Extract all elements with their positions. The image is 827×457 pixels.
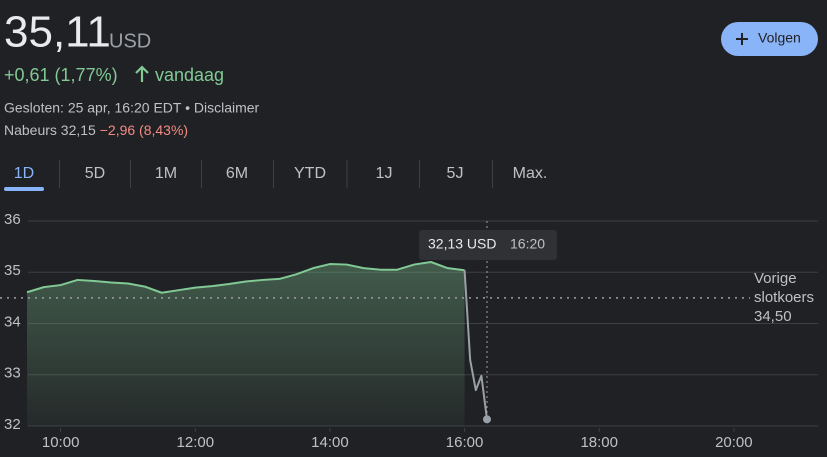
follow-label[interactable]: Volgen: [758, 30, 801, 46]
area: [27, 262, 465, 426]
tab[interactable]: 1D: [14, 165, 34, 182]
currency: USD: [109, 30, 151, 52]
follow-button-bg[interactable]: [721, 22, 818, 56]
last-point: [482, 415, 491, 424]
tab[interactable]: 1M: [155, 165, 177, 182]
plus-icon: [736, 33, 748, 45]
price-line: [463, 270, 488, 420]
change-period: vandaag: [155, 65, 224, 85]
y-tick-label: 32: [4, 416, 21, 433]
range-tabs: 1D 5D 1M 6M YTD 1J 5J Max.: [4, 160, 547, 191]
y-tick-label: 33: [4, 365, 21, 382]
y-tick-label: 36: [4, 211, 21, 228]
x-tick-label: 14:00: [311, 434, 349, 451]
tooltip-box: [419, 230, 557, 260]
y-tick-label: 34: [4, 313, 21, 330]
tab[interactable]: 6M: [226, 165, 248, 182]
x-tick-label: 12:00: [177, 434, 215, 451]
price-line: [26, 261, 465, 294]
up-arrow: [135, 65, 149, 82]
x-tick-label: 16:00: [446, 434, 484, 451]
change: +0,61 (1,77%): [4, 65, 118, 85]
tab[interactable]: YTD: [294, 165, 326, 182]
x-tick-label: 10:00: [42, 434, 80, 451]
status: Gesloten: 25 apr, 16:20 EDT • Disclaimer: [4, 100, 260, 116]
tab[interactable]: 5J: [447, 165, 464, 182]
tab[interactable]: 5D: [85, 165, 105, 182]
chart: 32 33 34 35 36 10:00 12:00 14:00 16:00 18:00 20:00…: [0, 211, 818, 451]
afterhours-change: −2,96 (8,43%): [100, 122, 188, 138]
afterhours: Nabeurs 32,15 −2,96 (8,43%): [4, 122, 188, 138]
y-tick-label: 35: [4, 262, 21, 279]
x-tick-label: 18:00: [580, 434, 618, 451]
tooltip-time: 16:20: [510, 236, 545, 252]
follow-button[interactable]: Volgen: [721, 22, 818, 56]
x-tick-label: 20:00: [715, 434, 753, 451]
prev-close-label: slotkoers: [754, 289, 814, 306]
price: 35,11: [4, 8, 111, 57]
afterhours-label: Nabeurs 32,15: [4, 122, 96, 138]
prev-close-label: Vorige: [754, 270, 797, 287]
tab-indicator: [4, 187, 44, 191]
tab[interactable]: 1J: [376, 165, 393, 182]
tooltip-price: 32,13 USD: [428, 236, 496, 252]
prev-close-value: 34,50: [754, 308, 792, 325]
tab[interactable]: Max.: [513, 165, 548, 182]
